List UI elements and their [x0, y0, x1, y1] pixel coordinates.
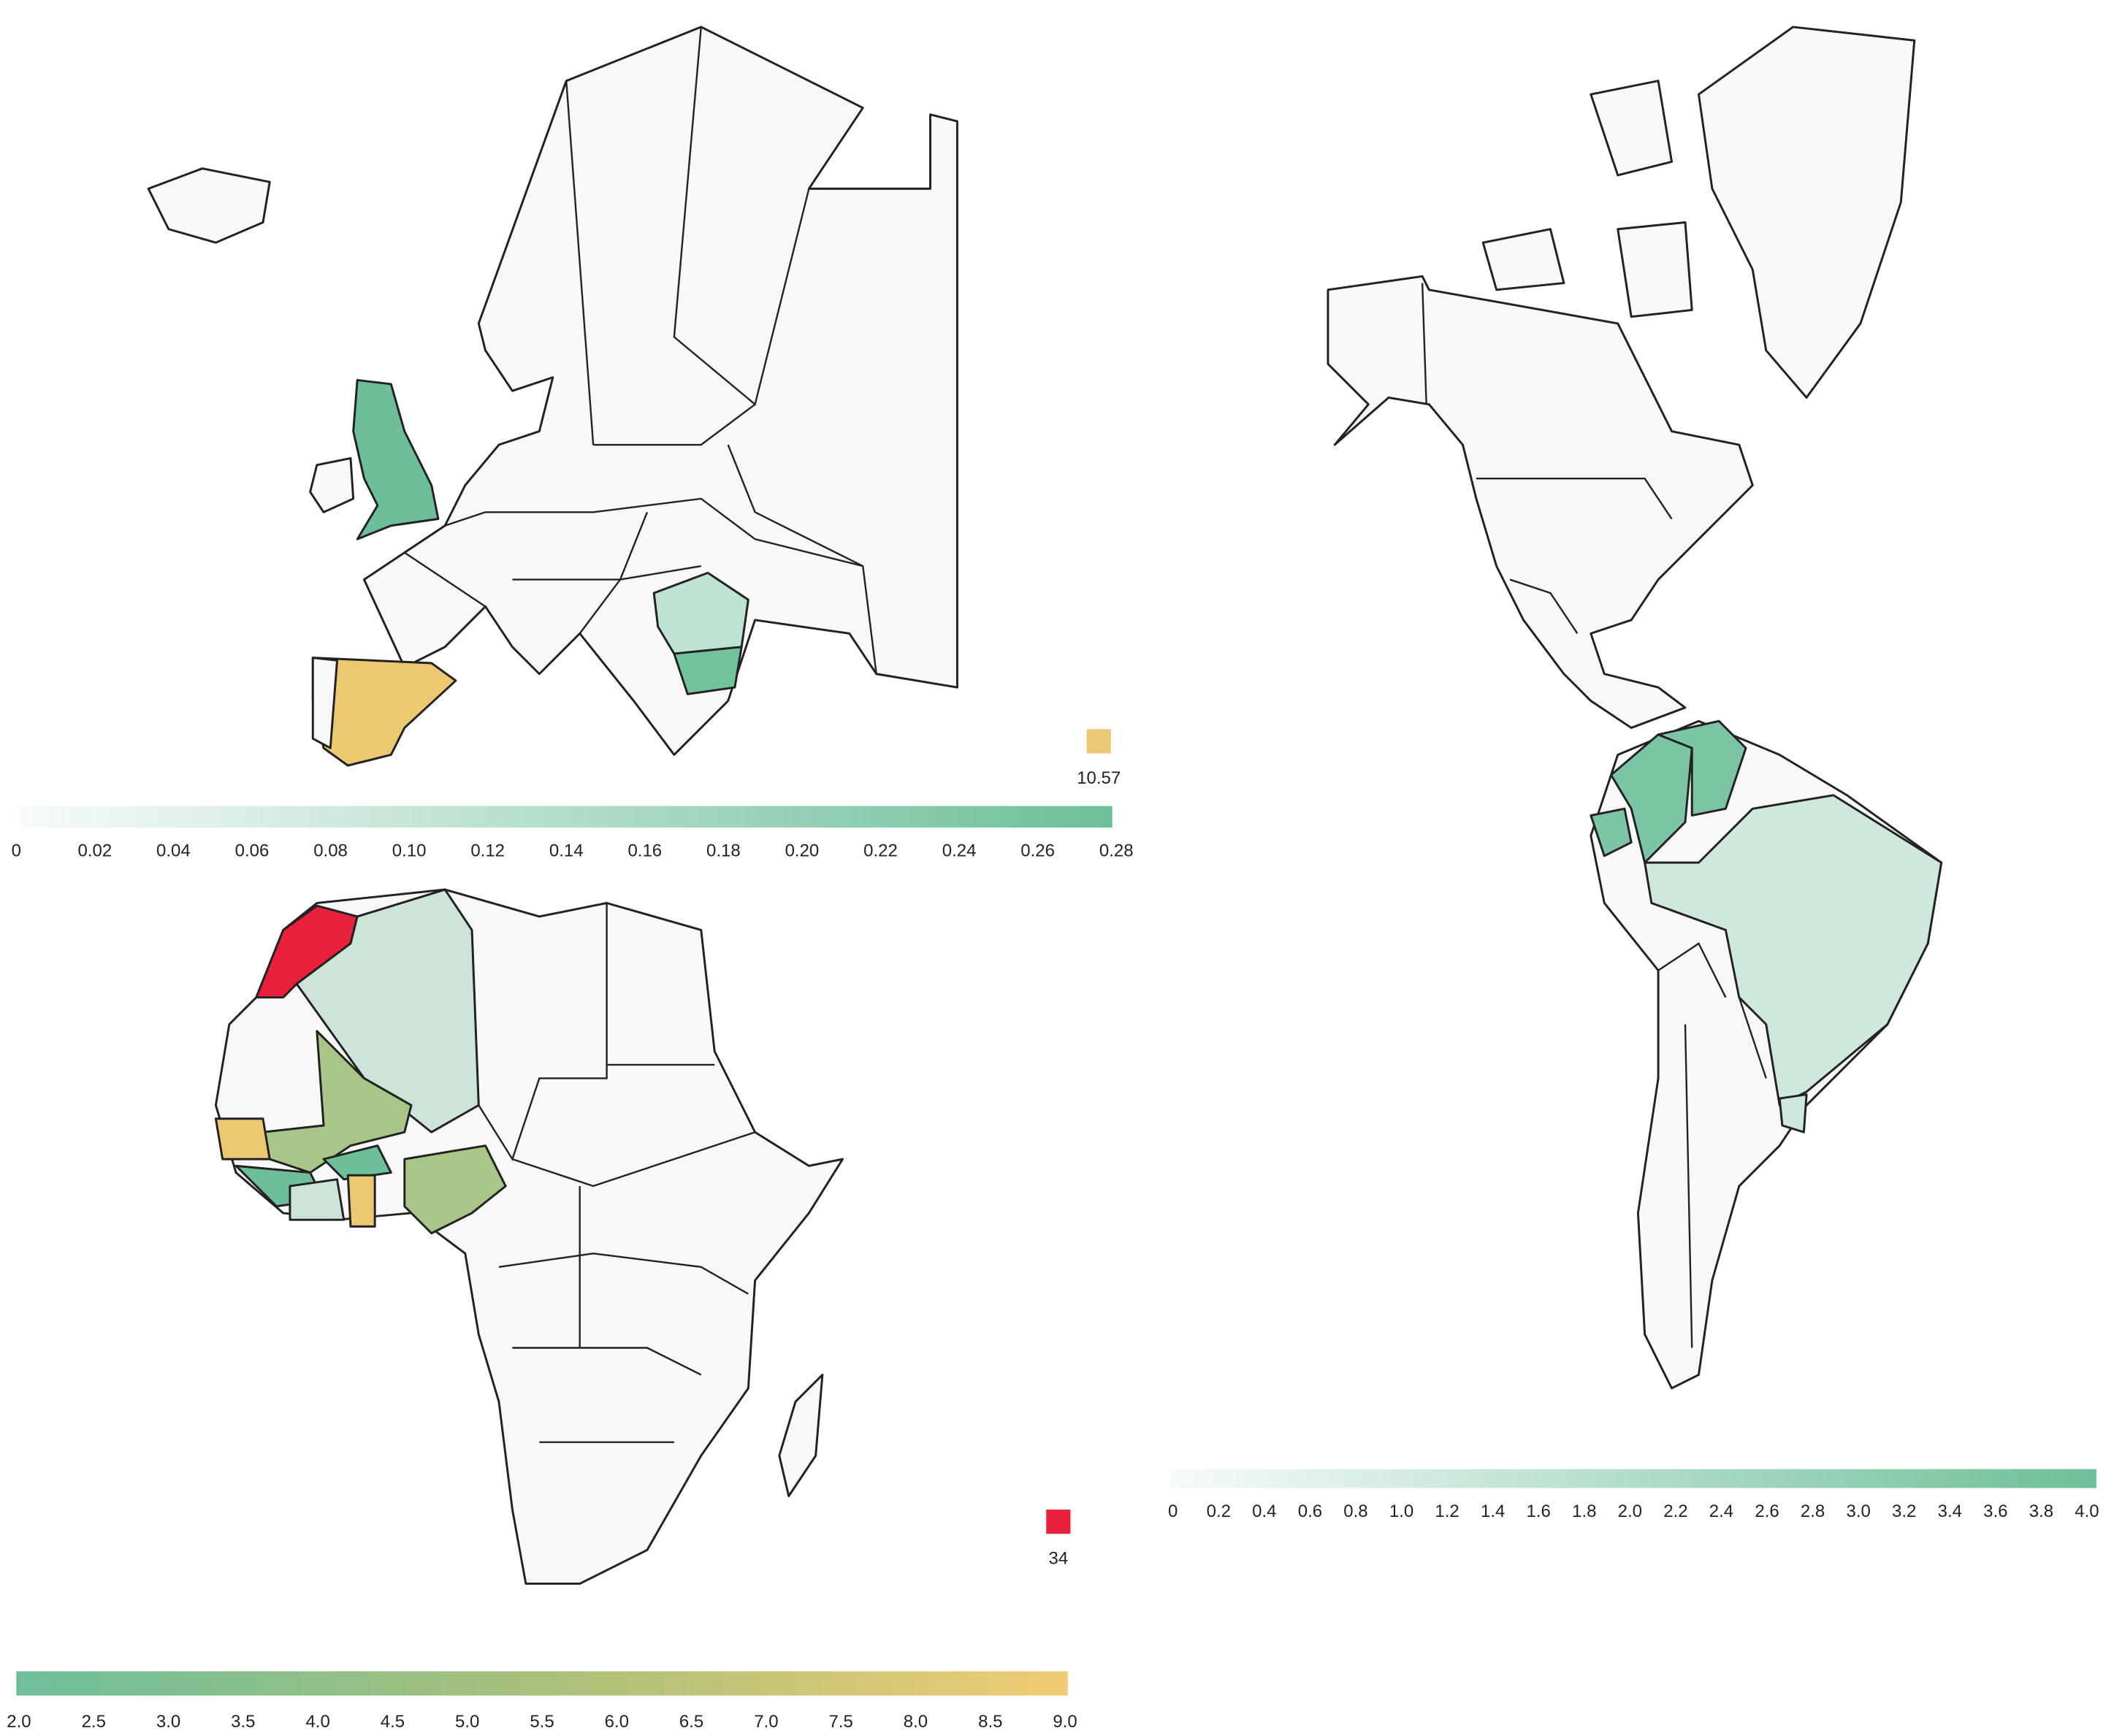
burkina-faso: [322, 1144, 392, 1181]
borders: [470, 903, 755, 1443]
uruguay: [1778, 1093, 1808, 1133]
legend-tick-label: 0.10: [392, 841, 427, 861]
legend-tick-label: 0.22: [863, 841, 898, 861]
ghana: [346, 1174, 376, 1228]
legend-tick-label: 0: [12, 841, 21, 861]
outlier-swatch: [1086, 729, 1111, 754]
africa-map: [214, 888, 844, 1585]
borders: [1657, 942, 1767, 1348]
bulgaria: [673, 646, 743, 695]
legend-tick-label: 4.0: [2075, 1502, 2099, 1521]
legend-tick-label: 3.0: [1846, 1502, 1870, 1521]
borders: [1421, 283, 1673, 635]
legend-tick-label: 0.20: [785, 841, 820, 861]
americas-map: [1327, 26, 1943, 1390]
legend-tick-label: 3.5: [231, 1712, 255, 1732]
legend-tick-label: 3.8: [2029, 1502, 2053, 1521]
legend-tick-label: 3.6: [1983, 1502, 2007, 1521]
legend-tick-label: 0.8: [1343, 1502, 1367, 1521]
ecuador: [1590, 807, 1633, 857]
nigeria: [403, 1144, 507, 1235]
ireland: [309, 456, 355, 513]
legend-tick-label: 0.26: [1020, 841, 1055, 861]
color-bar: [20, 806, 1113, 828]
senegal: [214, 1117, 271, 1160]
legend-tick-label: 2.6: [1755, 1502, 1779, 1521]
legend-tick-label: 0.18: [706, 841, 741, 861]
legend-tick-label: 5.0: [455, 1712, 479, 1732]
north-america: [1327, 275, 1754, 730]
legend-tick-label: 1.6: [1527, 1502, 1551, 1521]
legend-tick-label: 2.5: [82, 1712, 106, 1732]
portugal: [311, 657, 338, 749]
legend-tick-label: 6.0: [605, 1712, 629, 1732]
madagascar: [778, 1373, 824, 1497]
legend-tick-label: 4.0: [305, 1712, 329, 1732]
legend-tick-label: 0.24: [942, 841, 977, 861]
color-bar: [16, 1671, 1068, 1696]
arctic-island: [1481, 228, 1565, 291]
legend-tick-label: 0.12: [470, 841, 505, 861]
legend-tick-label: 0.2: [1207, 1502, 1231, 1521]
venezuela: [1657, 719, 1747, 817]
arctic-island: [1590, 80, 1674, 177]
ivory-coast: [289, 1178, 346, 1221]
outlier-swatch: [1046, 1509, 1071, 1534]
legend-tick-label: 0.28: [1099, 841, 1134, 861]
legend-tick-label: 0.4: [1252, 1502, 1276, 1521]
legend-tick-label: 6.5: [679, 1712, 703, 1732]
legend-tick-label: 5.5: [530, 1712, 554, 1732]
legend-tick-label: 3.2: [1892, 1502, 1916, 1521]
legend-tick-label: 4.5: [381, 1712, 405, 1732]
legend-tick-label: 1.2: [1435, 1502, 1459, 1521]
legend-tick-label: 0.6: [1298, 1502, 1322, 1521]
legend-tick-label: 0: [1168, 1502, 1178, 1521]
legend-tick-label: 2.0: [1618, 1502, 1642, 1521]
legend-tick-label: 0.14: [549, 841, 584, 861]
legend-tick-label: 3.4: [1938, 1502, 1962, 1521]
legend-tick-label: 2.0: [7, 1712, 31, 1732]
legend-tick-label: 7.0: [754, 1712, 778, 1732]
legend-tick-label: 3.0: [156, 1712, 180, 1732]
color-bar: [1170, 1469, 2096, 1488]
greenland: [1697, 26, 1916, 399]
legend-tick-label: 0.06: [235, 841, 270, 861]
legend-tick-label: 0.04: [156, 841, 191, 861]
legend-tick-label: 2.4: [1709, 1502, 1733, 1521]
legend-tick-label: 2.2: [1663, 1502, 1687, 1521]
legend-tick-label: 1.4: [1481, 1502, 1505, 1521]
legend-tick-label: 7.5: [829, 1712, 853, 1732]
legend-tick-label: 0.08: [313, 841, 348, 861]
legend-tick-label: 1.0: [1389, 1502, 1413, 1521]
legend-tick-label: 2.8: [1801, 1502, 1825, 1521]
united-kingdom: [352, 378, 440, 540]
europe-map: [147, 26, 958, 767]
legend-tick-label: 8.0: [904, 1712, 928, 1732]
europe-mainland: [362, 26, 958, 756]
legend-tick-label: 9.0: [1053, 1712, 1077, 1732]
borders: [404, 26, 877, 674]
legend-tick-label: 0.02: [77, 841, 112, 861]
outlier-label: 34: [1049, 1549, 1069, 1569]
arctic-island: [1617, 221, 1693, 318]
legend-tick-label: 8.5: [978, 1712, 1002, 1732]
outlier-label: 10.57: [1077, 768, 1121, 788]
legend-tick-label: 0.16: [627, 841, 662, 861]
legend-tick-label: 1.8: [1572, 1502, 1596, 1521]
iceland: [147, 167, 271, 244]
